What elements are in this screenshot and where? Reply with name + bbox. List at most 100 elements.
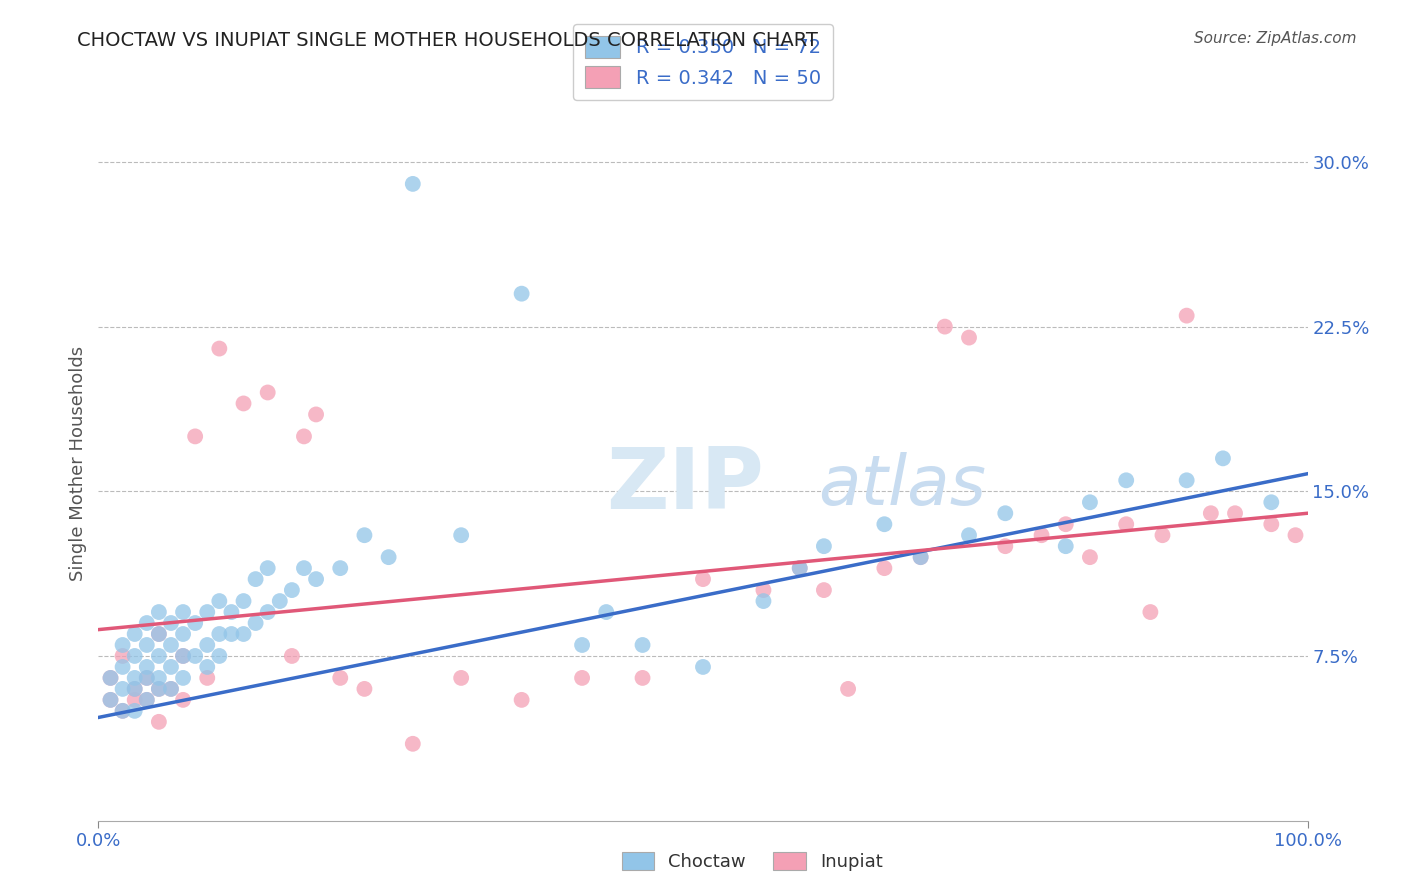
Point [292,561,315,575]
Point [111,638,134,652]
Point [873,517,896,532]
Point [692,660,714,674]
Point [752,594,775,608]
Point [148,671,170,685]
Point [160,638,183,652]
Point [957,528,980,542]
Point [292,429,315,443]
Point [160,681,183,696]
Point [124,627,146,641]
Point [450,528,472,542]
Point [148,681,170,696]
Point [135,671,157,685]
Point [245,615,267,630]
Point [510,693,533,707]
Point [353,528,375,542]
Point [135,693,157,707]
Point [100,693,122,707]
Point [111,648,134,663]
Point [208,648,231,663]
Point [1054,517,1077,532]
Text: Source: ZipAtlas.com: Source: ZipAtlas.com [1194,31,1357,46]
Point [269,594,291,608]
Point [1115,517,1137,532]
Point [100,671,122,685]
Point [148,627,170,641]
Point [1054,539,1077,553]
Point [256,385,278,400]
Point [837,681,859,696]
Point [402,177,425,191]
Point [353,681,375,696]
Point [1284,528,1306,542]
Point [1031,528,1053,542]
Text: atlas: atlas [818,451,986,519]
Point [172,648,194,663]
Point [221,627,243,641]
Legend: R = 0.350   N = 72, R = 0.342   N = 50: R = 0.350 N = 72, R = 0.342 N = 50 [574,24,832,100]
Point [160,660,183,674]
Point [124,648,146,663]
Point [184,615,207,630]
Point [172,671,194,685]
Point [1199,506,1222,520]
Point [789,561,811,575]
Point [305,572,328,586]
Point [208,342,231,356]
Point [510,286,533,301]
Point [148,714,170,729]
Point [232,627,254,641]
Point [571,638,593,652]
Point [1078,495,1101,509]
Point [184,648,207,663]
Point [789,561,811,575]
Point [1152,528,1174,542]
Point [111,681,134,696]
Point [692,572,714,586]
Point [195,660,218,674]
Point [450,671,472,685]
Point [595,605,617,619]
Point [160,681,183,696]
Legend: Choctaw, Inupiat: Choctaw, Inupiat [614,845,890,879]
Point [377,550,399,565]
Point [184,429,207,443]
Point [124,671,146,685]
Point [1223,506,1246,520]
Point [172,693,194,707]
Point [934,319,956,334]
Point [994,539,1017,553]
Point [172,605,194,619]
Point [1175,309,1198,323]
Point [910,550,932,565]
Point [994,506,1017,520]
Point [148,627,170,641]
Point [1115,473,1137,487]
Point [124,704,146,718]
Point [1212,451,1234,466]
Point [813,583,835,598]
Point [135,638,157,652]
Point [135,671,157,685]
Point [1260,517,1282,532]
Point [135,660,157,674]
Point [195,605,218,619]
Point [124,693,146,707]
Point [281,583,304,598]
Point [148,605,170,619]
Point [111,704,134,718]
Point [910,550,932,565]
Point [148,648,170,663]
Point [1139,605,1161,619]
Text: CHOCTAW VS INUPIAT SINGLE MOTHER HOUSEHOLDS CORRELATION CHART: CHOCTAW VS INUPIAT SINGLE MOTHER HOUSEHO… [77,31,818,50]
Point [1175,473,1198,487]
Point [111,660,134,674]
Point [329,671,352,685]
Point [208,627,231,641]
Point [305,408,328,422]
Text: ZIP: ZIP [606,443,763,527]
Point [208,594,231,608]
Point [111,704,134,718]
Point [281,648,304,663]
Point [957,330,980,344]
